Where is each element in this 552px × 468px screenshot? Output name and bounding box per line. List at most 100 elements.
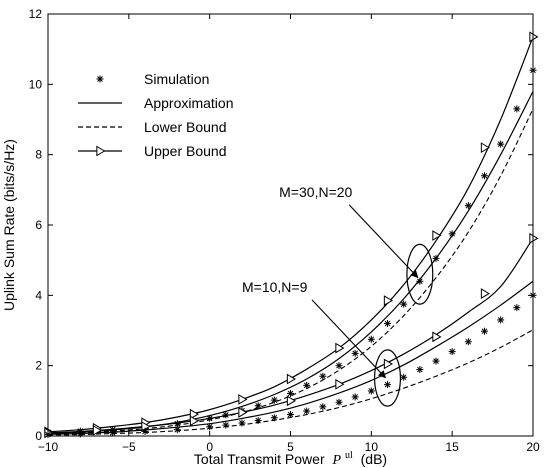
x-tick-label-4: 10 — [365, 440, 379, 454]
simulation-point-0-5 — [206, 414, 214, 422]
simulation-point-0-11-stroke-3 — [303, 382, 310, 389]
simulation-point-0-14-stroke-3 — [352, 350, 358, 357]
simulation-point-0-15-stroke-3 — [368, 336, 375, 343]
simulation-point-1-22 — [481, 327, 488, 335]
simulation-point-1-6-stroke-3 — [223, 422, 229, 428]
simulation-point-0-19-stroke-3 — [433, 255, 439, 262]
simulation-point-0-14 — [351, 349, 359, 357]
annotation-arrow-0 — [348, 204, 419, 279]
upper-bound-line-0 — [47, 36, 534, 433]
simulation-point-0-22 — [481, 172, 488, 180]
x-axis-label-superscript: ul — [345, 450, 353, 461]
simulation-point-1-17 — [400, 373, 408, 381]
simulation-point-1-16-stroke-3 — [384, 381, 391, 388]
annotation-label-0: M=30,N=20 — [279, 184, 352, 200]
simulation-point-0-12 — [319, 372, 327, 380]
simulation-point-1-10-stroke-3 — [287, 411, 294, 418]
simulation-point-1-10 — [287, 411, 294, 419]
simulation-point-0-17 — [400, 300, 408, 308]
upper-bound-marker-1-1 — [92, 424, 102, 436]
simulation-point-1-14-stroke-3 — [352, 394, 358, 400]
upper-bound-marker-1-7 — [383, 358, 393, 370]
simulation-point-1-23 — [497, 316, 505, 324]
annotation-ellipse-0 — [406, 243, 434, 305]
simulation-point-0-9-stroke-3 — [271, 397, 278, 403]
simulation-point-1-7-stroke-3 — [239, 420, 245, 426]
x-axis-label-text: Total Transmit Power — [194, 451, 325, 467]
simulation-point-1-23-stroke-3 — [497, 317, 504, 323]
upper-bound-marker-0-6 — [335, 342, 345, 354]
simulation-point-1-13 — [335, 398, 343, 406]
x-axis-label: Total Transmit Power P ul (dB) — [194, 445, 387, 468]
annotation-ellipse-1 — [373, 349, 402, 407]
simulation-point-1-15-stroke-3 — [368, 388, 375, 394]
legend-asterisk-0 — [96, 75, 104, 83]
legend-item-3: Upper Bound — [78, 143, 227, 159]
y-axis-label: Uplink Sum Rate (bits/s/Hz) — [1, 139, 17, 311]
simulation-point-0-12-stroke-3 — [320, 373, 326, 380]
simulation-point-1-8 — [254, 417, 262, 425]
simulation-point-0-10-stroke-3 — [287, 390, 294, 397]
simulation-point-1-12 — [319, 403, 327, 411]
simulation-point-1-8-stroke-3 — [255, 417, 261, 424]
simulation-point-1-3-stroke-3 — [142, 428, 148, 435]
legend-item-2: Lower Bound — [78, 119, 227, 135]
simulation-point-0-18-stroke-3 — [417, 278, 423, 285]
y-tick-label-3: 6 — [35, 218, 42, 232]
annotations-layer: M=30,N=20 M=10,N=9 — [242, 184, 434, 407]
simulation-point-1-20-stroke-3 — [449, 348, 455, 355]
legend-label-0: Simulation — [144, 71, 209, 87]
simulation-point-0-10 — [287, 389, 294, 397]
annotation-label-1: M=10,N=9 — [242, 279, 308, 295]
simulation-point-1-5-stroke-3 — [206, 424, 213, 430]
x-tick-label-0: −10 — [38, 440, 59, 454]
simulation-point-1-11-stroke-3 — [303, 408, 310, 414]
simulation-point-1-19-stroke-3 — [433, 358, 439, 364]
simulation-point-1-11 — [303, 407, 311, 415]
y-tick-label-5: 10 — [29, 77, 43, 91]
ticks-layer: −10 −5 0 5 10 15 20 0 2 4 6 8 10 12 — [29, 7, 540, 454]
simulation-point-0-13-stroke-3 — [336, 362, 342, 369]
upper-bound-marker-1-6 — [335, 378, 345, 390]
upper-bound-marker-0-7 — [383, 295, 393, 306]
y-tick-label-4: 8 — [35, 148, 42, 162]
simulation-point-1-21 — [464, 338, 472, 346]
upper-bound-marker-1-2 — [141, 421, 151, 432]
simulation-point-0-23-stroke-3 — [497, 141, 504, 147]
upper-bound-marker-1-4 — [238, 407, 248, 418]
simulation-point-0-13 — [335, 362, 343, 370]
simulation-point-1-6 — [222, 421, 230, 429]
simulation-point-0-21 — [464, 202, 472, 210]
simulation-point-1-7 — [238, 419, 246, 427]
simulation-point-1-12-stroke-3 — [320, 403, 326, 410]
simulation-point-1-2 — [109, 429, 117, 437]
simulation-point-0-16-stroke-3 — [384, 320, 391, 327]
upper-bound-marker-0-4 — [238, 394, 248, 405]
simulation-point-0-8 — [254, 402, 262, 410]
upper-bound-marker-1-3 — [189, 415, 199, 427]
simulation-point-1-17-stroke-3 — [400, 374, 407, 381]
legend: Simulation Approximation Lower Bound Upper … — [78, 71, 234, 159]
simulation-point-0-8-stroke-3 — [255, 402, 261, 409]
simulation-point-0-20 — [448, 230, 456, 238]
simulation-point-1-21-stroke-3 — [465, 338, 472, 345]
simulation-point-0-23 — [497, 140, 505, 148]
simulation-point-0-17-stroke-3 — [400, 301, 407, 307]
simulation-point-0-4 — [173, 420, 181, 428]
legend-label-3: Upper Bound — [144, 143, 227, 159]
simulation-point-1-24-stroke-3 — [514, 304, 520, 311]
simulation-point-0-24 — [513, 105, 521, 113]
upper-bound-marker-0-3 — [189, 408, 199, 420]
simulation-point-1-13-stroke-3 — [336, 399, 342, 406]
simulation-point-0-15 — [367, 335, 375, 343]
simulation-point-0-11 — [303, 381, 311, 389]
legend-item-1: Approximation — [78, 95, 234, 111]
x-tick-label-1: −5 — [122, 440, 136, 454]
upper-bound-marker-1-9 — [480, 288, 490, 299]
simulation-point-1-9 — [270, 414, 278, 422]
simulation-point-0-20-stroke-3 — [449, 230, 455, 237]
y-tick-label-6: 12 — [29, 7, 43, 21]
simulation-point-0-21-stroke-3 — [465, 202, 472, 209]
simulation-point-0-5-stroke-3 — [206, 415, 213, 422]
simulation-point-0-6-stroke-3 — [223, 412, 229, 418]
